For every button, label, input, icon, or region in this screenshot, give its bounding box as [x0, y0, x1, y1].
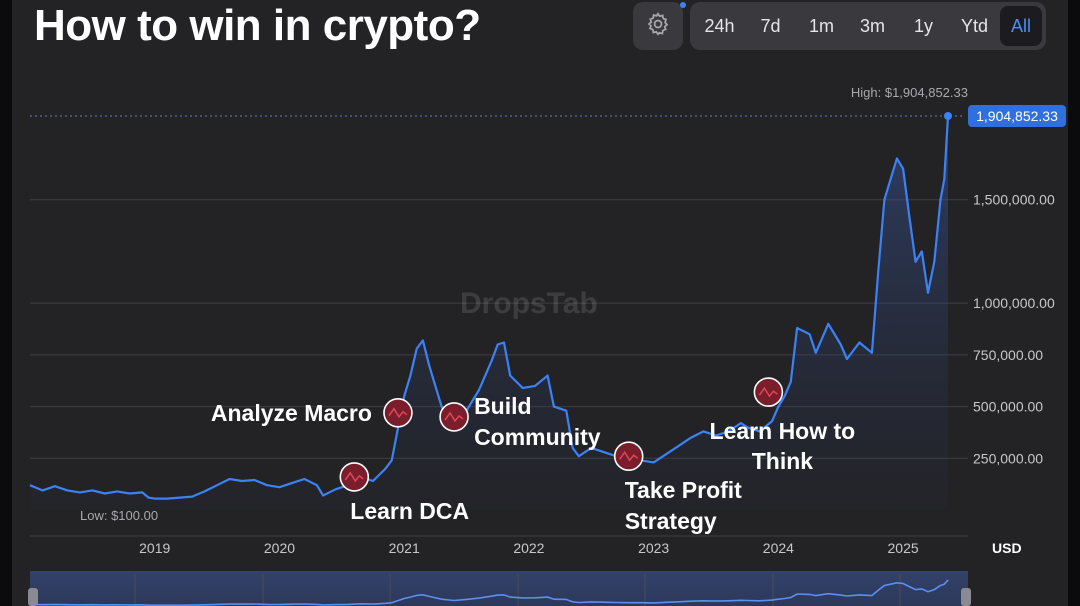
milestone-marker [439, 402, 469, 432]
milestone-label: Think [752, 448, 814, 474]
low-label: Low: $100.00 [80, 508, 158, 523]
price-line [29, 115, 950, 500]
milestone-marker [339, 462, 370, 492]
milestone-label: Build [474, 393, 531, 419]
y-tick-label: 750,000.00 [973, 347, 1043, 363]
milestone-label: Take Profit [625, 477, 742, 503]
x-tick-label: 2020 [264, 540, 295, 556]
notification-dot [680, 2, 686, 8]
x-tick-label: 2021 [389, 540, 420, 556]
marker-sparkline-icon [444, 411, 464, 423]
y-tick-label: 500,000.00 [973, 399, 1043, 415]
currency-label: USD [992, 540, 1022, 556]
page-title: How to win in crypto? [34, 1, 481, 50]
navigator-left-handle[interactable] [28, 588, 38, 606]
current-point [944, 112, 952, 120]
milestone-label: Analyze Macro [211, 400, 372, 426]
y-tick-label: 1,500,000.00 [973, 192, 1055, 208]
navigator-right-handle[interactable] [961, 588, 971, 606]
marker-sparkline-icon [344, 471, 364, 483]
milestone-marker [613, 441, 644, 472]
current-value-badge [968, 105, 1066, 127]
milestone-marker [383, 397, 413, 428]
range-1y-button[interactable]: 1y [913, 15, 933, 36]
time-range-selector: 24h 7d 1m 3m 1y Ytd All [690, 2, 1046, 50]
price-area [30, 116, 948, 510]
high-label: High: $1,904,852.33 [851, 85, 968, 100]
x-tick-label: 2025 [888, 540, 919, 556]
settings-button[interactable] [633, 2, 683, 50]
milestone-label: Strategy [625, 508, 717, 534]
navigator-range[interactable] [30, 571, 968, 606]
marker-sparkline-icon [758, 386, 778, 398]
marker-sparkline-icon [619, 450, 639, 462]
milestone-label: Learn How to [710, 418, 856, 444]
range-3m-button[interactable]: 3m [859, 15, 885, 36]
milestone-label: Community [474, 424, 601, 450]
milestone-marker [753, 377, 784, 407]
range-1m-button[interactable]: 1m [808, 15, 834, 36]
watermark-label: DropsTab [460, 287, 598, 320]
range-24h-button[interactable]: 24h [704, 15, 735, 36]
x-tick-label: 2022 [513, 540, 544, 556]
range-ytd-button[interactable]: Ytd [960, 15, 989, 36]
range-all-button[interactable]: All [1000, 6, 1042, 46]
current-value-label: 1,904,852.33 [976, 108, 1058, 124]
navigator-line [29, 579, 949, 606]
gear-icon [645, 11, 671, 42]
range-7d-button[interactable]: 7d [760, 15, 781, 36]
x-tick-label: 2024 [763, 540, 794, 556]
y-tick-label: 1,000,000.00 [973, 295, 1055, 311]
y-tick-label: 250,000.00 [973, 450, 1043, 466]
marker-sparkline-icon [388, 407, 408, 419]
x-tick-label: 2023 [638, 540, 669, 556]
milestone-label: Learn DCA [350, 498, 469, 524]
x-tick-label: 2019 [139, 540, 170, 556]
